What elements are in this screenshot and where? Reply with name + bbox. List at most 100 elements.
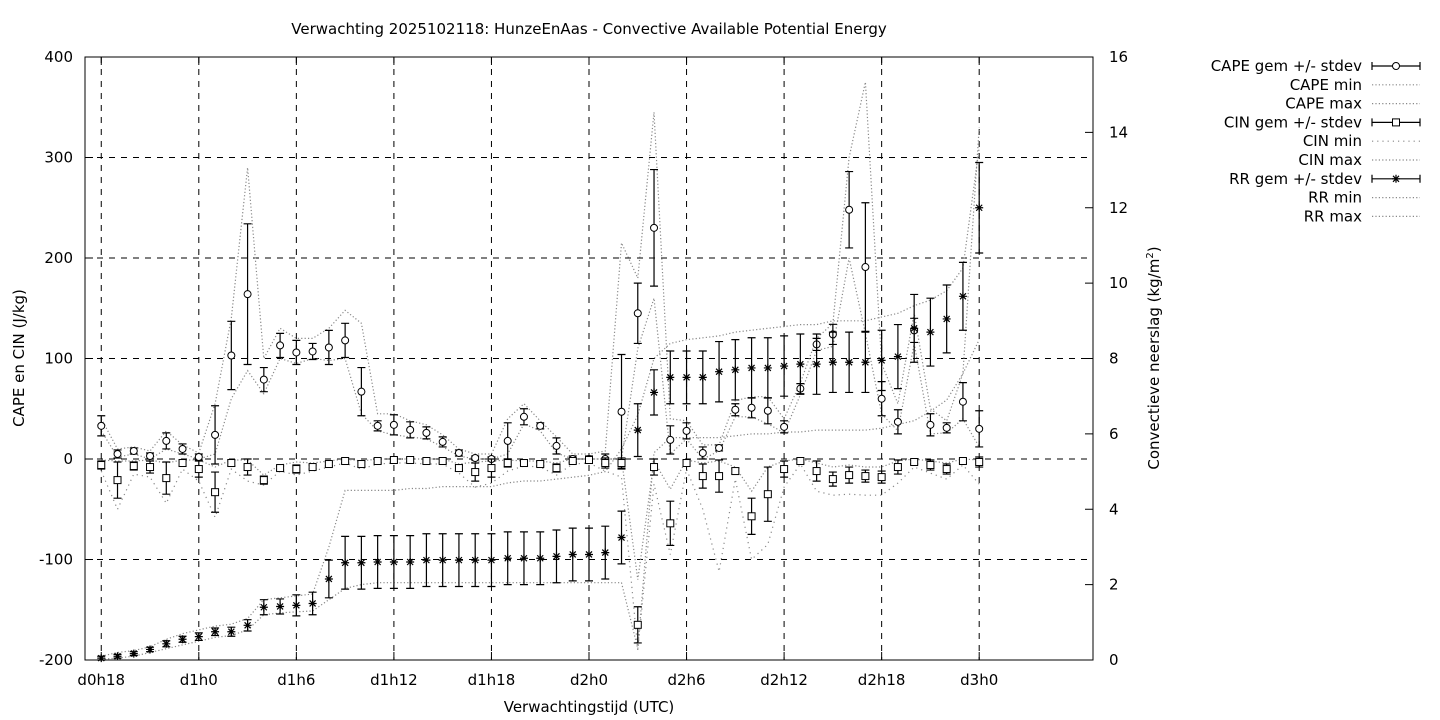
y-tick-label: 100 [44,350,73,368]
y2-tick-label: 10 [1109,274,1128,292]
star-marker [389,558,398,567]
square-marker [406,456,415,465]
star-marker [780,362,789,371]
y-tick-label: 400 [44,48,73,66]
square-marker [828,475,837,484]
star-marker [633,426,642,435]
square-marker [487,464,496,473]
y-tick-label: -100 [39,551,73,569]
star-marker [146,645,155,654]
x-tick-label: d1h0 [180,671,218,689]
star-marker [113,652,122,661]
circle-marker [731,405,740,414]
star-marker [471,556,480,565]
square-marker [503,459,512,468]
y2-tick-label: 4 [1109,500,1119,518]
star-marker [975,203,984,212]
star-marker [162,639,171,648]
legend-label: CIN gem +/- stdev [1224,113,1362,131]
circle-marker [454,448,463,457]
star-marker [1392,174,1400,183]
star-marker [698,373,707,382]
star-marker [129,649,138,658]
circle-marker [682,426,691,435]
y2-tick-label: 0 [1109,651,1119,669]
circle-marker [178,444,187,453]
square-marker [422,457,431,466]
circle-marker [438,437,447,446]
star-marker [568,550,577,559]
y2-tick-label: 8 [1109,350,1119,368]
legend-label: CAPE max [1285,95,1362,113]
square-marker [519,459,528,468]
x-tick-label: d1h18 [468,671,516,689]
star-marker [617,533,626,542]
star-marker [731,365,740,374]
y2-tick-label: 16 [1109,48,1128,66]
circle-marker [893,417,902,426]
square-marker [650,463,659,472]
square-marker [276,464,285,473]
star-marker [211,627,220,636]
x-tick-label: d1h12 [370,671,418,689]
star-marker [519,554,528,563]
square-marker [308,463,317,472]
y2-tick-label: 2 [1109,576,1119,594]
circle-marker [503,436,512,445]
y2-axis-label: Convectieve neerslag (kg/m2) [1145,246,1163,469]
star-marker [747,363,756,372]
circle-marker [926,420,935,429]
y2-tick-label: 12 [1109,199,1128,217]
circle-marker [1392,62,1400,70]
circle-marker [519,412,528,421]
square-marker [893,463,902,472]
square-marker [194,465,203,474]
square-marker [715,472,724,481]
star-marker [828,358,837,367]
circle-marker [536,421,545,430]
circle-marker [552,441,561,450]
square-marker [975,458,984,467]
star-marker [796,360,805,369]
y2-axis-label-sup: 2 [1145,252,1156,258]
dotted-curve [101,339,980,660]
legend-label: CIN max [1298,151,1362,169]
square-marker [812,467,821,476]
square-marker [601,459,610,468]
star-marker [715,367,724,376]
circle-marker [747,403,756,412]
star-marker [259,603,268,612]
square-marker [292,465,301,474]
circle-marker [292,348,301,357]
star-marker [227,627,236,636]
circle-marker [698,448,707,457]
star-marker [926,328,935,337]
dotted-curve [100,81,980,455]
circle-marker [633,309,642,318]
legend-label: RR min [1308,189,1362,207]
circle-marker [975,424,984,433]
chart-title: Verwachting 2025102118: HunzeEnAas - Con… [291,20,887,38]
circle-marker [666,435,675,444]
circle-marker [617,407,626,416]
square-marker [227,459,236,468]
circle-marker [324,343,333,352]
dotted-curve [100,257,980,460]
star-marker [812,360,821,369]
legend-label: RR gem +/- stdev [1229,170,1362,188]
legend-label: CAPE min [1290,76,1362,94]
y-tick-label: -200 [39,651,73,669]
circle-marker [357,387,366,396]
x-axis-label: Verwachtingstijd (UTC) [504,698,675,716]
square-marker [259,476,268,485]
square-marker [324,460,333,469]
square-marker [763,490,772,499]
square-marker [454,464,463,473]
legend-label: RR max [1304,207,1362,225]
legend-label: CAPE gem +/- stdev [1211,57,1362,75]
star-marker [845,358,854,367]
circle-marker [341,336,350,345]
square-marker [698,472,707,481]
y2-tick-label: 6 [1109,425,1119,443]
